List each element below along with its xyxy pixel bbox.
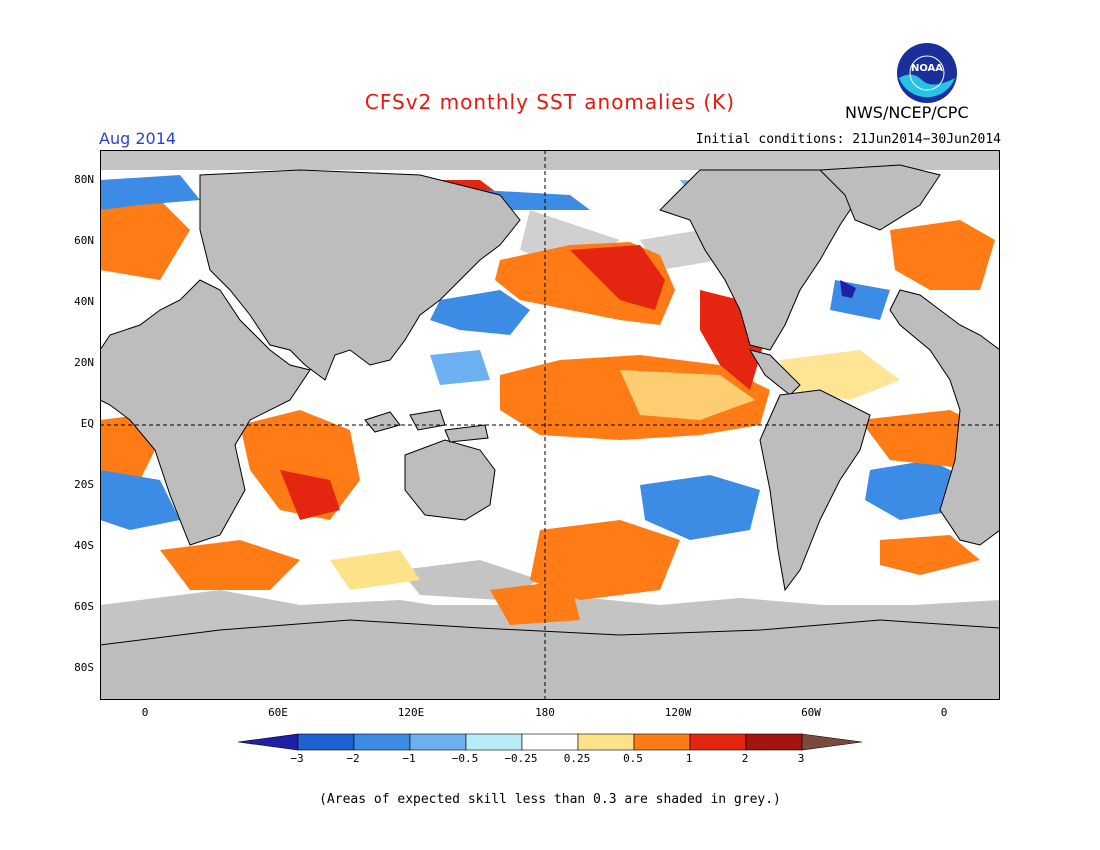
- colorbar-swatch: [577, 733, 635, 751]
- lat-label-80s: 80S: [74, 661, 94, 674]
- antarctica: [100, 619, 1000, 700]
- lat-label-20n: 20N: [74, 356, 94, 369]
- asia: [199, 169, 521, 381]
- continents: [100, 164, 1000, 700]
- colorbar-label: 1: [685, 752, 693, 765]
- colorbar-label: 3: [797, 752, 805, 765]
- south-america: [759, 389, 871, 592]
- colorbar-swatch: [689, 733, 747, 751]
- colorbar-swatch: [633, 733, 691, 751]
- colorbar-label: 0.5: [623, 752, 643, 765]
- noaa-logo: NOAA: [897, 43, 957, 103]
- africa-europe: [100, 279, 311, 546]
- colorbar-swatch: [745, 733, 803, 751]
- lat-label-80n: 80N: [74, 173, 94, 186]
- colorbar-swatch: [238, 733, 299, 751]
- lon-label-180: 180: [535, 706, 555, 719]
- lat-label-40s: 40S: [74, 539, 94, 552]
- lat-label-20s: 20S: [74, 478, 94, 491]
- colorbar-label: −0.5: [451, 752, 479, 765]
- forecast-month: Aug 2014: [99, 129, 177, 148]
- logo-text: NOAA: [911, 63, 943, 74]
- colorbar-swatch: [353, 733, 411, 751]
- colorbar-swatch: [521, 733, 579, 751]
- colorbar: [238, 733, 862, 751]
- lon-label-60w: 60W: [801, 706, 821, 719]
- sst-anomaly-map: [100, 150, 1000, 700]
- colorbar-label: 0.25: [563, 752, 591, 765]
- colorbar-label: −0.25: [504, 752, 538, 765]
- greenland: [818, 164, 941, 231]
- lat-label-40n: 40N: [74, 295, 94, 308]
- lon-label-60e: 60E: [268, 706, 288, 719]
- colorbar-swatch: [465, 733, 523, 751]
- lon-label-120w: 120W: [664, 706, 692, 719]
- north-america: [659, 169, 861, 351]
- colorbar-swatch: [409, 733, 467, 751]
- lon-label-120e: 120E: [397, 706, 425, 719]
- skill-footnote: (Areas of expected skill less than 0.3 a…: [319, 792, 781, 807]
- lon-label-0: 0: [141, 706, 149, 719]
- initial-conditions: Initial conditions: 21Jun2014−30Jun2014: [695, 132, 1001, 147]
- australia: [404, 439, 496, 521]
- lat-label-60s: 60S: [74, 600, 94, 613]
- agency-label: NWS/NCEP/CPC: [845, 103, 969, 122]
- colorbar-label: −3: [290, 752, 304, 765]
- map-frame: [100, 150, 1000, 700]
- lat-label-eq: EQ: [80, 417, 94, 430]
- lon-label-0-right: 0: [940, 706, 948, 719]
- map-title: CFSv2 monthly SST anomalies (K): [364, 90, 736, 114]
- colorbar-swatch: [297, 733, 355, 751]
- colorbar-label: 2: [741, 752, 749, 765]
- colorbar-label: −1: [402, 752, 416, 765]
- colorbar-swatch: [801, 733, 862, 751]
- lat-label-60n: 60N: [74, 234, 94, 247]
- colorbar-label: −2: [346, 752, 360, 765]
